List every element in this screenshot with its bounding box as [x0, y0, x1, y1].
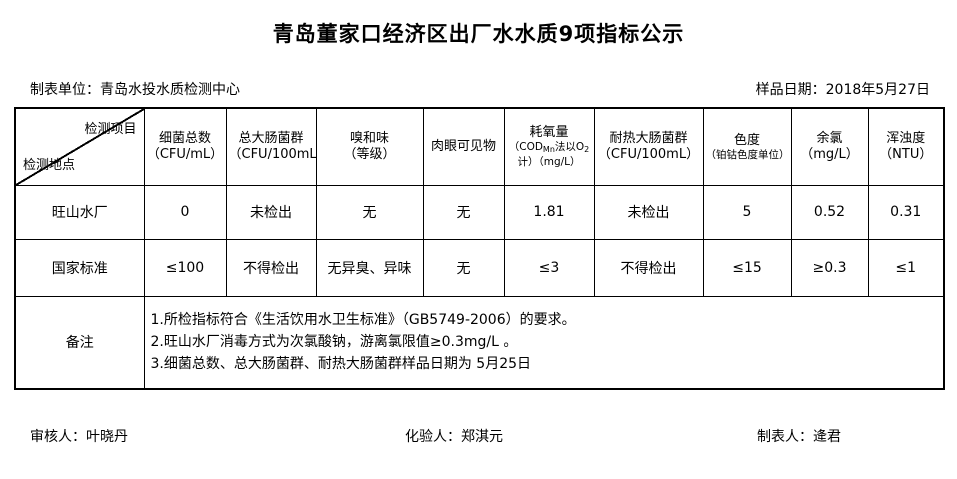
cell-plant-odor: 无	[315, 184, 424, 240]
notes-label: 备注	[14, 295, 145, 390]
cell-standard-chroma: ≤15	[702, 238, 792, 297]
corner-bottom-left-label: 检测地点	[23, 157, 76, 173]
row-label-plant: 旺山水厂	[14, 184, 145, 240]
table-row-notes: 备注 1.所检指标符合《生活饮用水卫生标准》（GB5749-2006）的要求。 …	[14, 295, 945, 390]
sample-date-label: 样品日期：2018年5月27日	[755, 82, 930, 98]
table-row-plant: 旺山水厂 0 未检出 无 无 1.81 未检出 5 0.52 0.31	[14, 184, 945, 240]
table-header-row: 检测项目 检测地点 细菌总数 （CFU/mL） 总大肠菌群 （CFU/100mL…	[14, 107, 945, 186]
corner-header-cell: 检测项目 检测地点	[14, 107, 145, 186]
col-header-chroma: 色度 （铂钴色度单位）	[702, 107, 792, 186]
note-line-1: 1.所检指标符合《生活饮用水卫生标准》（GB5749-2006）的要求。	[150, 312, 576, 329]
cell-standard-cod: ≤3	[503, 238, 595, 297]
cell-plant-chlorine: 0.52	[790, 184, 869, 240]
meta-row: 制表单位：青岛水投水质检测中心 样品日期：2018年5月27日	[30, 79, 930, 99]
cell-standard-chlorine: ≥0.3	[790, 238, 869, 297]
corner-top-right-label: 检测项目	[84, 122, 137, 137]
cell-plant-visible-matter: 无	[422, 184, 505, 240]
table-row-standard: 国家标准 ≤100 不得检出 无异臭、异味 无 ≤3 不得检出 ≤15 ≥0.3…	[14, 238, 945, 297]
cell-plant-chroma: 5	[702, 184, 792, 240]
tester-label: 化验人：郑淇元	[405, 429, 503, 445]
page-title: 青岛董家口经济区出厂水水质9项指标公示	[272, 22, 685, 46]
reviewer-label: 审核人：叶晓丹	[30, 429, 128, 445]
notes-content: 1.所检指标符合《生活饮用水卫生标准》（GB5749-2006）的要求。 2.旺…	[143, 295, 945, 390]
col-header-odor: 嗅和味 （等级）	[315, 107, 424, 186]
col-header-thermotolerant-coliform: 耐热大肠菌群 （CFU/100mL）	[593, 107, 704, 186]
preparer-label: 制表人：逄君	[757, 429, 841, 445]
col-header-residual-chlorine: 余氯 （mg/L）	[790, 107, 869, 186]
cell-plant-bacteria: 0	[143, 184, 227, 240]
cell-standard-odor: 无异臭、异味	[315, 238, 424, 297]
cell-plant-total-coliform: 未检出	[225, 184, 317, 240]
cell-standard-visible-matter: 无	[422, 238, 505, 297]
col-header-visible-matter: 肉眼可见物	[422, 107, 505, 186]
col-header-cod: 耗氧量 （CODMn法以O2计）（mg/L）	[503, 107, 595, 186]
col-header-bacteria: 细菌总数 （CFU/mL）	[143, 107, 227, 186]
row-label-standard: 国家标准	[14, 238, 145, 297]
cell-plant-turbidity: 0.31	[867, 184, 945, 240]
cell-standard-turbidity: ≤1	[867, 238, 945, 297]
cell-standard-bacteria: ≤100	[143, 238, 227, 297]
col-header-total-coliform: 总大肠菌群 （CFU/100mL）	[225, 107, 317, 186]
producer-label: 制表单位：青岛水投水质检测中心	[30, 82, 240, 98]
note-line-2: 2.旺山水厂消毒方式为次氯酸钠，游离氯限值≥0.3mg/L 。	[150, 334, 518, 351]
cell-standard-total-coliform: 不得检出	[225, 238, 317, 297]
signature-row: 审核人：叶晓丹 化验人：郑淇元 制表人：逄君	[0, 426, 957, 446]
cell-plant-cod: 1.81	[503, 184, 595, 240]
cell-plant-thermotolerant: 未检出	[593, 184, 704, 240]
water-quality-table: 检测项目 检测地点 细菌总数 （CFU/mL） 总大肠菌群 （CFU/100mL…	[14, 107, 945, 390]
cod-unit: （CODMn法以O2计）（mg/L）	[508, 141, 590, 169]
col-header-turbidity: 浑浊度 （NTU）	[867, 107, 945, 186]
cell-standard-thermotolerant: 不得检出	[593, 238, 704, 297]
note-line-3: 3.细菌总数、总大肠菌群、耐热大肠菌群样品日期为 5月25日	[150, 356, 532, 373]
